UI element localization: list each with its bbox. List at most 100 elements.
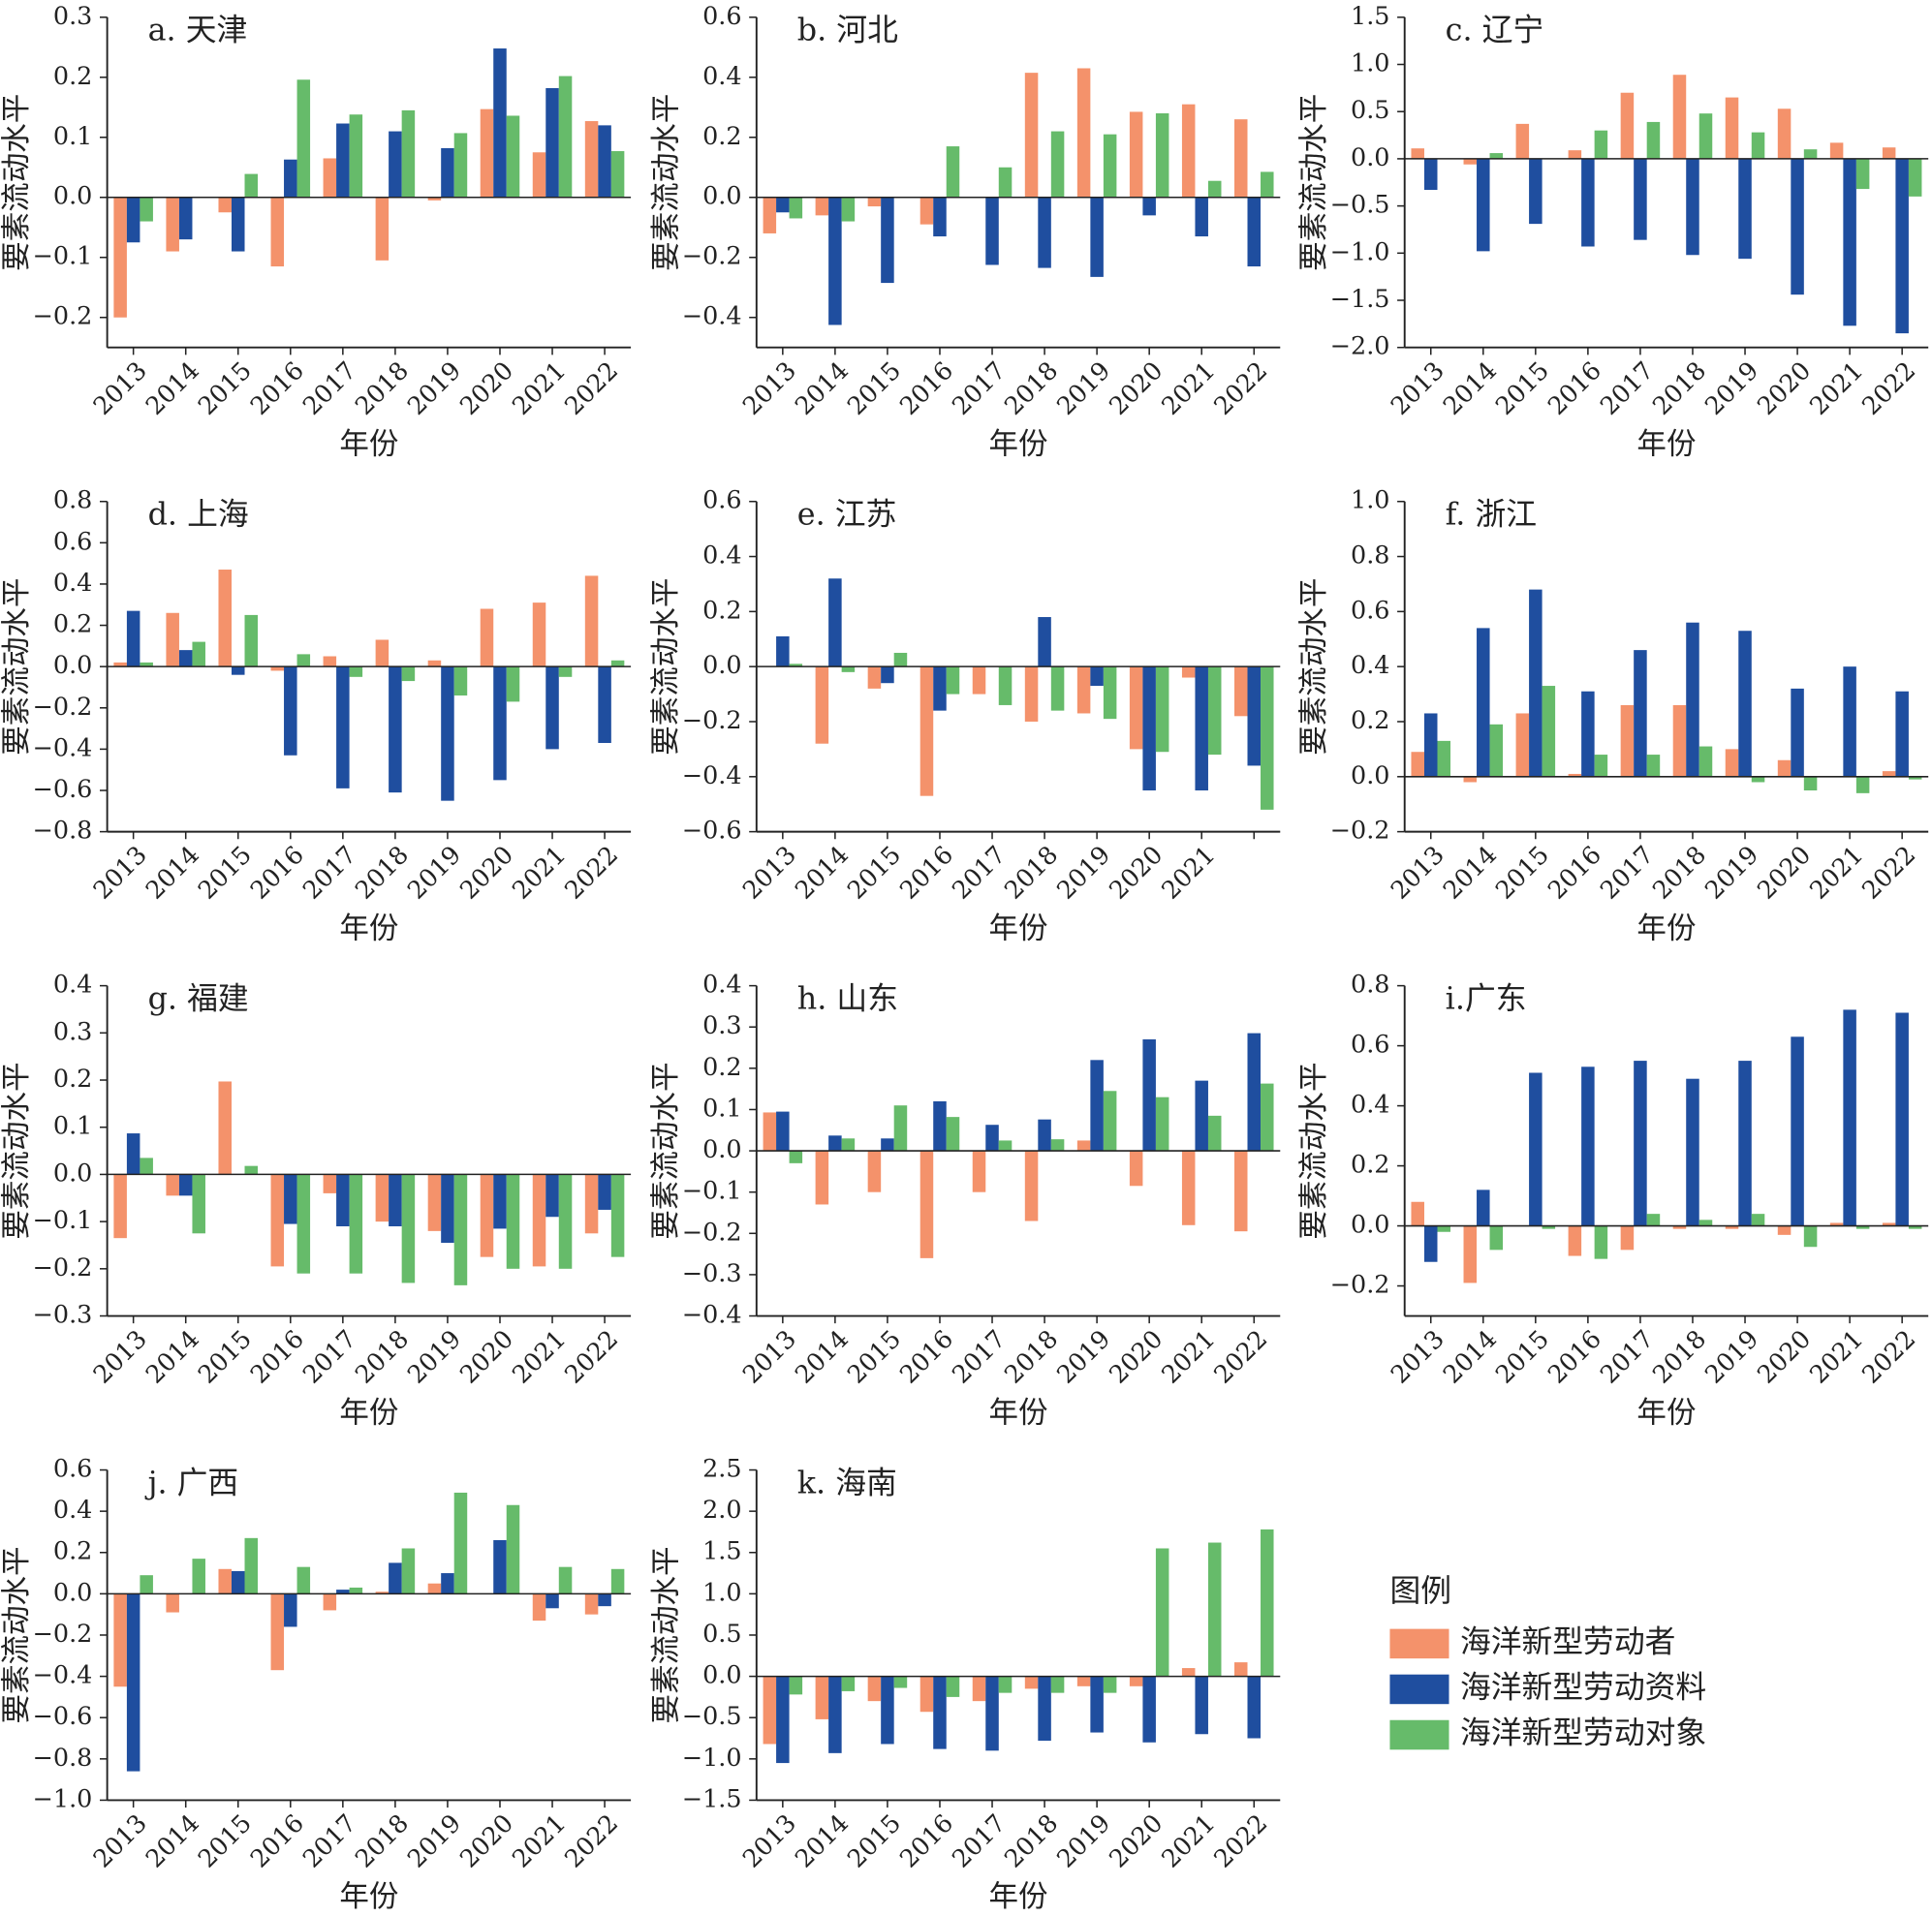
y-tick-label: 0.6 xyxy=(702,485,741,514)
x-tick-label: 2020 xyxy=(453,355,518,420)
bar xyxy=(1777,1225,1792,1235)
bar xyxy=(1038,617,1051,667)
legend-label: 海洋新型劳动者 xyxy=(1460,1623,1675,1659)
y-tick-label: 0.2 xyxy=(1351,705,1389,734)
y-tick-label: 0.4 xyxy=(53,568,92,597)
x-tick-label: 2019 xyxy=(1698,1324,1763,1389)
y-axis-label: 要素流动水平 xyxy=(649,1063,683,1240)
bar xyxy=(375,639,390,667)
bar xyxy=(558,666,573,677)
bar xyxy=(323,1593,337,1611)
bar xyxy=(1542,1225,1556,1229)
bar xyxy=(998,1676,1013,1693)
bar xyxy=(1646,755,1661,777)
bar xyxy=(881,1138,894,1152)
bar xyxy=(985,1676,999,1751)
bar xyxy=(1895,691,1909,777)
bar xyxy=(1437,740,1451,777)
bar xyxy=(1155,1097,1169,1152)
bar xyxy=(284,1593,297,1627)
bar xyxy=(113,1593,127,1687)
bar xyxy=(1463,776,1478,783)
bar xyxy=(1529,589,1542,777)
x-tick-label: 2018 xyxy=(1646,840,1711,905)
bar xyxy=(998,167,1013,198)
x-tick-label: 2021 xyxy=(1804,840,1869,905)
bar xyxy=(1777,759,1792,777)
bar xyxy=(1646,121,1661,159)
y-tick-label: −0.4 xyxy=(682,301,742,330)
x-tick-label: 2014 xyxy=(140,1808,204,1873)
y-tick-label: −0.4 xyxy=(33,732,93,761)
bar xyxy=(389,1562,402,1594)
bar xyxy=(841,197,856,222)
y-tick-label: −1.5 xyxy=(1330,284,1390,313)
bar xyxy=(1411,148,1424,159)
y-tick-label: 0.0 xyxy=(702,1134,741,1163)
x-tick-label: 2018 xyxy=(1646,355,1711,420)
x-tick-label: 2020 xyxy=(1104,1324,1169,1389)
bar xyxy=(532,1174,546,1267)
x-tick-label: 2019 xyxy=(1051,840,1116,905)
bar xyxy=(1698,746,1713,777)
x-tick-label: 2022 xyxy=(558,1808,623,1873)
x-tick-label: 2015 xyxy=(192,1324,257,1389)
bar xyxy=(1411,752,1424,777)
x-axis-label: 年份 xyxy=(339,912,398,945)
y-tick-label: 0.2 xyxy=(702,121,741,150)
bar xyxy=(776,1111,790,1152)
y-tick-label: 0.4 xyxy=(702,61,741,90)
bar xyxy=(480,1174,494,1257)
bar xyxy=(1261,1529,1274,1677)
y-tick-label: 0.4 xyxy=(1351,650,1389,679)
x-axis-label: 年份 xyxy=(339,1880,398,1914)
bar xyxy=(933,666,947,711)
x-tick-label: 2020 xyxy=(1104,840,1169,905)
bar xyxy=(1233,119,1248,198)
bar xyxy=(1423,713,1438,777)
bar xyxy=(598,125,611,198)
x-tick-label: 2013 xyxy=(1385,355,1449,420)
bar xyxy=(532,603,546,667)
bar xyxy=(1686,1078,1699,1226)
bar xyxy=(1855,158,1870,190)
bar xyxy=(545,1174,559,1218)
y-axis-label: 要素流动水平 xyxy=(0,1063,34,1240)
y-tick-label: 1.5 xyxy=(1351,1,1389,30)
bar xyxy=(545,1593,559,1609)
bar xyxy=(1829,142,1844,159)
legend-title: 图例 xyxy=(1389,1573,1451,1609)
bar xyxy=(1489,153,1504,159)
y-tick-label: 0.4 xyxy=(702,970,741,999)
bar xyxy=(1195,1676,1208,1735)
bar xyxy=(558,1174,573,1269)
bar xyxy=(126,610,140,667)
bar xyxy=(401,1174,416,1283)
bar xyxy=(1620,1225,1635,1251)
bar xyxy=(815,1676,829,1719)
bar xyxy=(349,1174,363,1274)
y-axis-label: 要素流动水平 xyxy=(1297,94,1331,271)
x-tick-label: 2016 xyxy=(1542,840,1606,905)
bar xyxy=(166,197,179,252)
bar xyxy=(506,115,520,198)
bar xyxy=(1261,1083,1274,1152)
y-tick-label: 1.0 xyxy=(1351,485,1389,514)
bar xyxy=(1581,158,1595,247)
bar xyxy=(284,666,297,756)
x-tick-label: 2017 xyxy=(296,355,361,420)
bar xyxy=(1646,1214,1661,1226)
bar xyxy=(598,1174,611,1210)
bar xyxy=(1882,1222,1896,1226)
x-tick-label: 2022 xyxy=(558,355,623,420)
bar xyxy=(1738,631,1752,777)
bar xyxy=(192,1559,205,1594)
bar xyxy=(1634,1061,1647,1226)
y-tick-label: 2.5 xyxy=(702,1454,741,1483)
y-tick-label: 0.3 xyxy=(53,1,92,30)
bar xyxy=(349,666,363,677)
bar xyxy=(1634,650,1647,777)
x-tick-label: 2014 xyxy=(140,1324,204,1389)
x-tick-label: 2017 xyxy=(946,1324,1011,1389)
